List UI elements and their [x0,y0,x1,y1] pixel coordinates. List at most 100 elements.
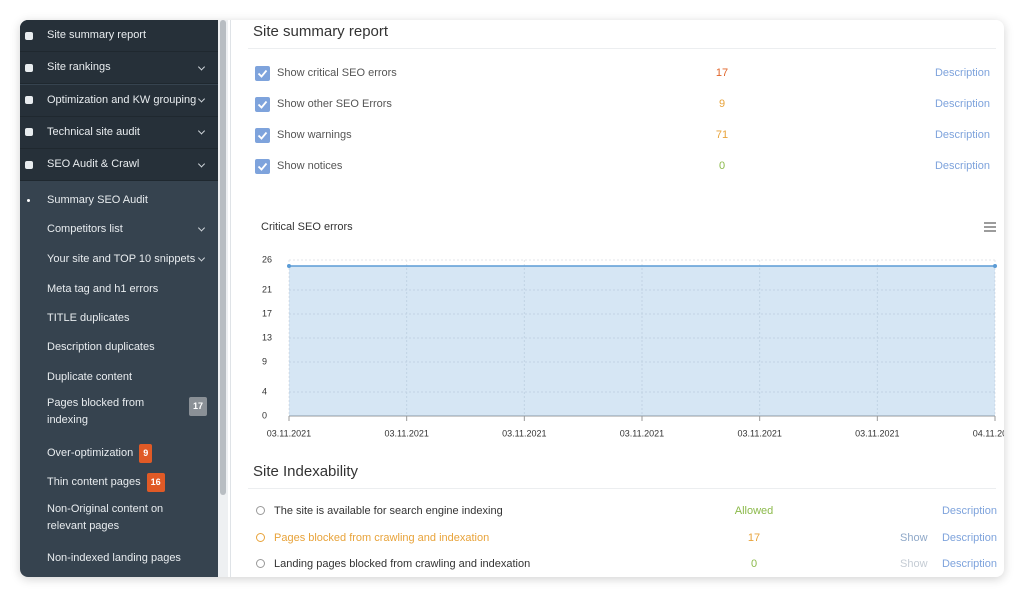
nav-label-wrap: Thin content pages 16 [47,472,165,492]
nav-label-wrap: Meta tag and h1 errors [47,281,158,298]
nav-label-wrap: Your site and TOP 10 snippets [47,251,195,268]
row-icon [256,559,265,568]
row-icon [256,532,265,542]
nav-item[interactable]: Duplicate content [20,363,218,391]
nav-item[interactable]: Competitors list [20,215,218,243]
nav-label-wrap: Competitors list [47,221,123,238]
nav-label: Your site and TOP 10 snippets [47,252,196,265]
nav-item[interactable]: Technical site audit [20,116,218,149]
divider [248,488,996,489]
nav-label-wrap: Non-Original content on relevant pages [47,501,197,535]
nav-item[interactable]: Meta tag and h1 errors [20,275,218,303]
nav-label: Non-Original content on relevant pages [47,503,164,532]
nav-item[interactable]: TITLE duplicates [20,304,218,332]
nav-icon [25,31,33,40]
nav-label: Pages blocked from indexing [47,397,145,426]
row-label: Show critical SEO errors [277,67,397,79]
nav-badge: 16 [146,472,165,492]
nav-label-wrap: Pages blocked from indexing 17 [47,395,208,429]
nav-item[interactable]: Site rankings [20,52,218,85]
description-link[interactable]: Description [934,67,990,79]
scrollbar-thumb[interactable] [220,20,226,495]
nav-icon [25,128,33,137]
description-link[interactable]: Description [934,98,990,110]
row-label: Show notices [277,160,343,172]
nav-label-wrap: Site summary report [47,27,146,44]
nav-item[interactable]: Your site and TOP 10 snippets [20,245,218,273]
row-label: Pages blocked from crawling and indexati… [274,531,490,544]
nav-label: Site rankings [47,61,111,74]
nav-item[interactable]: Summary SEO Audit [20,186,218,214]
y-tick-label: 26 [262,254,272,264]
bullet [27,199,30,202]
nav-badge: 17 [189,397,208,416]
row-count: 0 [718,160,726,172]
description-link[interactable]: Description [941,558,997,570]
nav-item[interactable]: Non-Original content on relevant pages [20,498,218,538]
y-tick-label: 21 [262,284,272,294]
nav-label: Site summary report [47,29,147,41]
row-label: Landing pages blocked from crawling and … [274,558,531,570]
menu-icon[interactable] [984,222,996,232]
divider [248,48,996,49]
show-link[interactable]: Show [900,531,928,544]
nav-icon [25,63,33,72]
description-link[interactable]: Description [934,129,990,141]
x-tick-label: 03.11.2021 [502,428,546,438]
nav-item[interactable]: Non-indexed landing pages [20,544,218,572]
row-label: The site is available for search engine … [274,505,503,517]
area [289,266,995,416]
x-tick-label: 04.11.2021 [973,428,1004,438]
nav-label: TITLE duplicates [47,311,130,324]
nav-icon [25,160,33,169]
nav-item[interactable]: Description duplicates [20,333,218,361]
nav-label: Competitors list [47,222,123,235]
checkbox[interactable] [255,66,270,81]
x-tick-label: 03.11.2021 [620,428,664,438]
nav-item[interactable]: Optimization and KW grouping [20,84,218,117]
row-value: 17 [747,531,761,544]
section-title: Site summary report [253,23,389,40]
nav-label: Non-indexed landing pages [47,551,181,564]
nav-label-wrap: Over-optimization 9 [47,443,153,463]
description-link[interactable]: Description [934,160,990,172]
nav-item[interactable]: Over-optimization 9 [20,439,218,467]
nav-label: Over-optimization [47,446,134,459]
checkbox[interactable] [255,128,270,143]
checkbox[interactable] [255,159,270,174]
nav-item[interactable]: SEO Audit & Crawl [20,149,218,182]
nav-item[interactable]: Site summary report [20,20,218,52]
nav-label: Summary SEO Audit [47,193,148,206]
nav-label-wrap: SEO Audit & Crawl [47,156,139,173]
row-icon [256,506,265,515]
sidebar: Site summary report Site rankings Optimiza… [20,20,218,577]
nav-label: Meta tag and h1 errors [47,282,159,295]
nav-label: Technical site audit [47,125,140,138]
nav-label-wrap: Technical site audit [47,124,140,141]
description-link[interactable]: Description [941,531,997,544]
description-link[interactable]: Description [941,505,997,517]
chevron [197,254,206,262]
x-tick-label: 03.11.2021 [737,428,781,438]
row-count: 71 [715,129,729,141]
row-value: 0 [750,558,758,570]
y-tick-label: 0 [262,410,267,420]
nav-label-wrap: Non-indexed landing pages [47,550,181,567]
row-label: Show warnings [277,129,352,141]
chevron [197,95,206,103]
chevron [197,224,206,232]
nav-icon [25,96,33,105]
chevron [197,160,206,168]
x-tick-label: 03.11.2021 [855,428,899,438]
nav-item[interactable]: Pages blocked from indexing 17 [20,392,218,432]
nav-label: Thin content pages [47,475,141,488]
nav-label-wrap: Duplicate content [47,369,132,386]
nav-label-wrap: Description duplicates [47,339,155,356]
checkbox[interactable] [255,97,270,112]
show-link[interactable]: Show [900,558,928,570]
y-tick-label: 9 [262,356,267,366]
nav-badge: 9 [139,443,153,463]
nav-item[interactable]: Thin content pages 16 [20,468,218,496]
nav-label-wrap: TITLE duplicates [47,310,130,327]
